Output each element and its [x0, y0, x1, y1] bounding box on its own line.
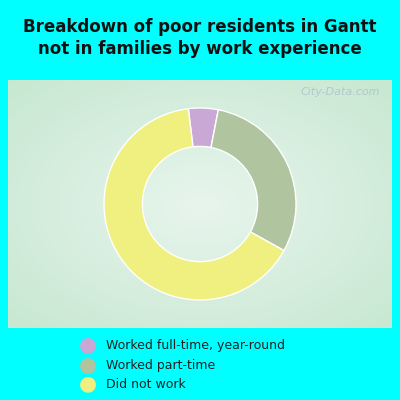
Text: Breakdown of poor residents in Gantt
not in families by work experience: Breakdown of poor residents in Gantt not… — [23, 18, 377, 58]
Text: Worked part-time: Worked part-time — [106, 360, 215, 372]
Text: City-Data.com: City-Data.com — [301, 88, 380, 98]
Wedge shape — [211, 110, 296, 250]
Text: Did not work: Did not work — [106, 378, 186, 391]
Wedge shape — [188, 108, 218, 148]
Wedge shape — [104, 109, 284, 300]
Text: Worked full-time, year-round: Worked full-time, year-round — [106, 340, 285, 352]
